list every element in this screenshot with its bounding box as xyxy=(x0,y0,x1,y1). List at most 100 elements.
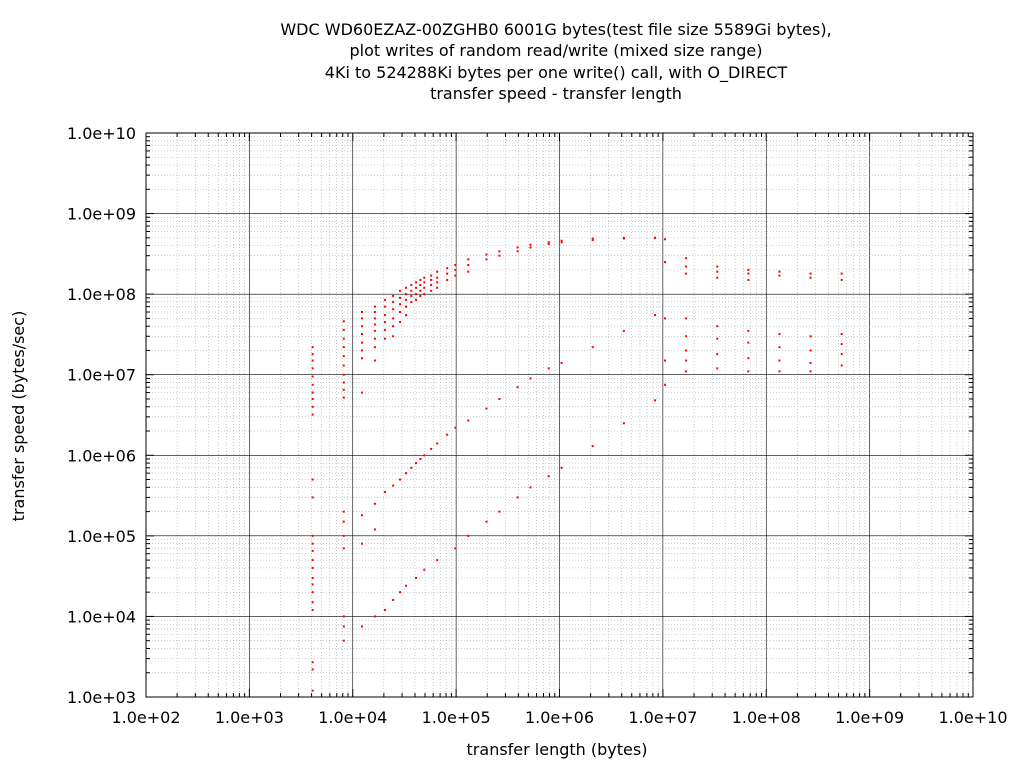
data-point xyxy=(778,359,781,362)
data-point xyxy=(716,367,719,370)
data-point xyxy=(685,272,688,275)
data-point xyxy=(653,236,656,239)
data-point xyxy=(747,272,750,275)
data-point xyxy=(423,286,426,289)
x-tick-label: 1.0e+08 xyxy=(732,708,801,727)
y-tick-label: 1.0e+06 xyxy=(67,446,136,465)
x-tick-label: 1.0e+09 xyxy=(835,708,904,727)
data-point xyxy=(311,367,314,370)
x-axis-label: transfer length (bytes) xyxy=(467,740,648,759)
data-point xyxy=(361,625,364,628)
data-point xyxy=(809,276,812,279)
data-point xyxy=(485,407,488,410)
data-point xyxy=(311,542,314,545)
data-point xyxy=(373,502,376,505)
data-point xyxy=(664,359,667,362)
data-point xyxy=(653,314,656,317)
y-tick-label: 1.0e+08 xyxy=(67,285,136,304)
data-point xyxy=(591,346,594,349)
data-point xyxy=(415,281,418,284)
data-point xyxy=(311,534,314,537)
data-point xyxy=(405,286,408,289)
data-point xyxy=(392,317,395,320)
data-point xyxy=(664,383,667,386)
data-point xyxy=(423,454,426,457)
data-point xyxy=(383,321,386,324)
data-point xyxy=(454,426,457,429)
data-point xyxy=(342,337,345,340)
data-point xyxy=(361,341,364,344)
data-point xyxy=(436,442,439,445)
data-point xyxy=(383,328,386,331)
data-point xyxy=(410,300,413,303)
data-point xyxy=(342,396,345,399)
data-point xyxy=(410,294,413,297)
data-point xyxy=(778,270,781,273)
data-point xyxy=(342,373,345,376)
data-point xyxy=(415,298,418,301)
data-point xyxy=(311,549,314,552)
data-point xyxy=(392,294,395,297)
data-point xyxy=(430,447,433,450)
data-point xyxy=(560,361,563,364)
data-point xyxy=(311,405,314,408)
data-point xyxy=(311,353,314,356)
data-point xyxy=(383,337,386,340)
data-point xyxy=(840,272,843,275)
data-point xyxy=(419,294,422,297)
data-point xyxy=(373,311,376,314)
data-point xyxy=(415,576,418,579)
data-point xyxy=(311,583,314,586)
data-point xyxy=(405,298,408,301)
data-point xyxy=(547,475,550,478)
data-point xyxy=(311,566,314,569)
data-point xyxy=(685,265,688,268)
data-point xyxy=(423,568,426,571)
data-point xyxy=(373,528,376,531)
data-point xyxy=(405,293,408,296)
data-point xyxy=(591,237,594,240)
data-point xyxy=(342,346,345,349)
data-point xyxy=(423,293,426,296)
data-point xyxy=(399,303,402,306)
data-point xyxy=(373,359,376,362)
data-point xyxy=(311,689,314,692)
data-point xyxy=(399,296,402,299)
data-point xyxy=(423,276,426,279)
data-point xyxy=(485,520,488,523)
data-point xyxy=(373,346,376,349)
data-point xyxy=(373,615,376,618)
data-point xyxy=(311,661,314,664)
data-point xyxy=(410,466,413,469)
data-point xyxy=(311,383,314,386)
data-point xyxy=(342,534,345,537)
data-point xyxy=(419,283,422,286)
data-point xyxy=(622,237,625,240)
data-point xyxy=(419,278,422,281)
data-point xyxy=(436,276,439,279)
data-point xyxy=(342,328,345,331)
data-point xyxy=(747,278,750,281)
data-point xyxy=(373,329,376,332)
data-point xyxy=(840,364,843,367)
y-tick-label: 1.0e+09 xyxy=(67,205,136,224)
data-point xyxy=(516,250,519,253)
data-point xyxy=(747,357,750,360)
data-points xyxy=(311,236,843,692)
data-point xyxy=(311,576,314,579)
data-point xyxy=(342,615,345,618)
data-point xyxy=(436,281,439,284)
data-point xyxy=(423,281,426,284)
data-point xyxy=(392,598,395,601)
data-point xyxy=(560,241,563,244)
data-point xyxy=(399,289,402,292)
data-point xyxy=(685,317,688,320)
data-point xyxy=(685,359,688,362)
data-point xyxy=(467,419,470,422)
data-point xyxy=(392,484,395,487)
data-point xyxy=(716,265,719,268)
data-point xyxy=(311,601,314,604)
x-tick-label: 1.0e+07 xyxy=(628,708,697,727)
y-tick-label: 1.0e+10 xyxy=(67,124,136,143)
data-point xyxy=(373,317,376,320)
